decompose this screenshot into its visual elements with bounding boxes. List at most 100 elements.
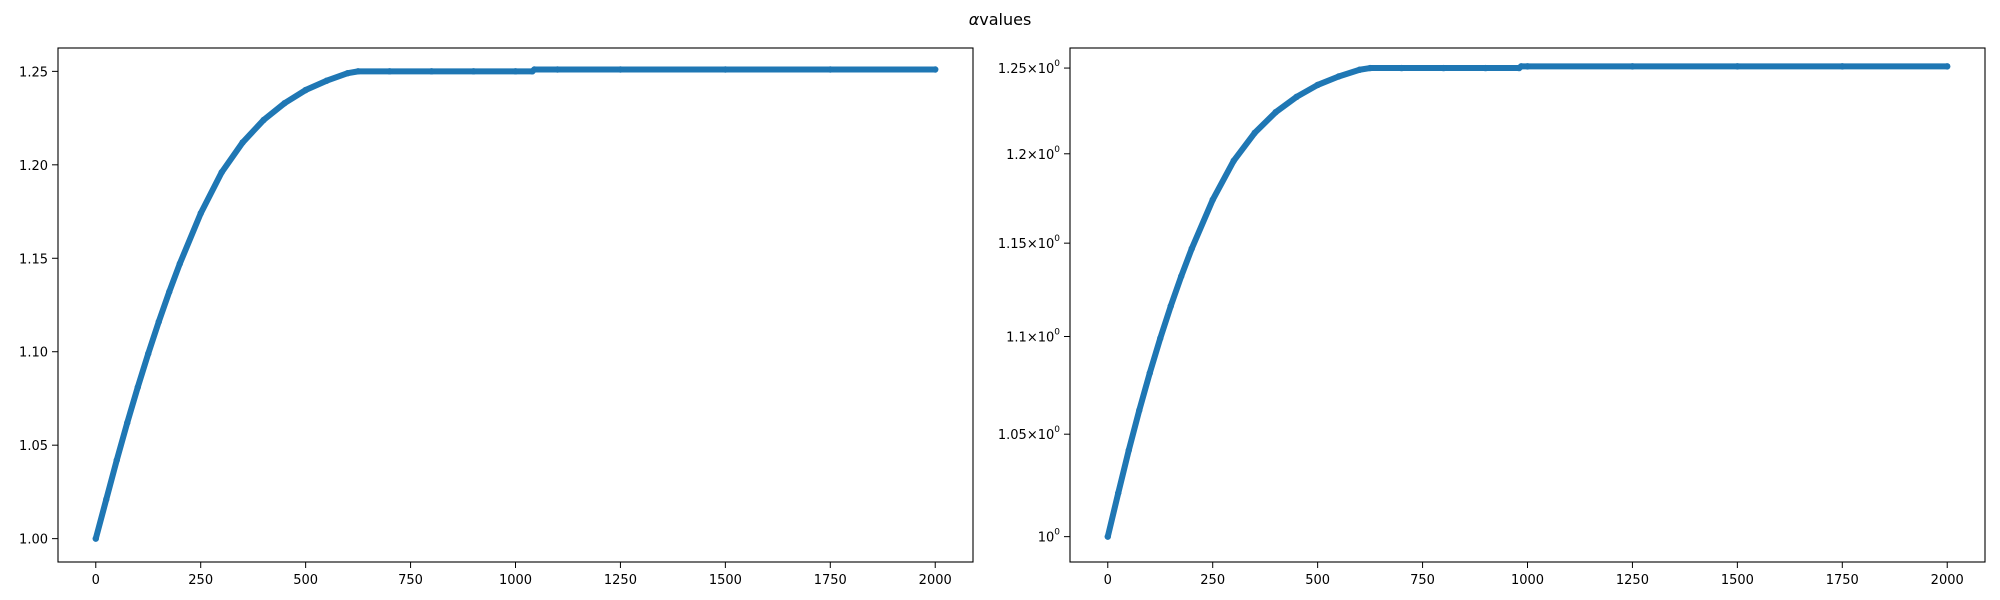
left-data-point <box>344 70 351 77</box>
right-data-point <box>1125 447 1132 454</box>
left-plot-frame <box>57 47 974 563</box>
right-y-axis-ticks: 100 1.05×100 1.1×100 1.15×100 1.2×100 1.25×10… <box>998 59 1070 546</box>
right-data-point <box>1188 245 1195 252</box>
left-data-point <box>145 350 152 357</box>
left-data-point <box>722 66 729 73</box>
right-data-point <box>1230 157 1237 164</box>
left-chart-panel: 0 250 500 750 1000 1250 1500 1750 2000 1.001.051… <box>19 47 974 588</box>
left-data-point <box>176 260 183 268</box>
right-y-tick-label: 1.05×100 <box>998 425 1060 443</box>
left-y-tick-label: 1.10 <box>19 346 48 361</box>
left-x-axis-ticks: 0 250 500 750 1000 1250 1500 1750 2000 <box>92 562 952 588</box>
left-data-point <box>302 86 309 94</box>
right-data-point <box>1115 489 1122 497</box>
left-data-point <box>134 384 141 391</box>
right-data-point <box>1356 66 1363 73</box>
right-data-point <box>1335 73 1342 80</box>
right-data-point <box>1146 369 1153 377</box>
right-data-point <box>1518 63 1525 70</box>
left-data-point <box>113 456 120 464</box>
right-x-tick-label: 2000 <box>1931 573 1964 588</box>
right-data-point <box>1839 63 1846 70</box>
right-x-tick-label: 250 <box>1200 573 1225 588</box>
left-data-point <box>932 66 939 73</box>
left-x-tick-label: 250 <box>188 573 213 588</box>
right-data-point <box>1167 302 1174 310</box>
left-data-point <box>470 68 477 75</box>
left-data-point <box>197 210 204 217</box>
right-y-tick-label: 1.1×100 <box>1006 328 1060 346</box>
left-data-point <box>155 318 162 326</box>
figure-title-symbol: α <box>969 10 980 29</box>
figure-title: αvalues <box>969 10 1032 29</box>
left-data-point <box>531 66 538 73</box>
left-data-point <box>281 99 288 107</box>
left-data-point <box>124 419 131 426</box>
right-series-line-0 <box>1104 63 1951 540</box>
right-data-point <box>1209 196 1216 203</box>
left-x-tick-label: 500 <box>293 573 318 588</box>
left-y-tick-label: 1.05 <box>19 439 48 454</box>
right-x-tick-label: 1750 <box>1826 573 1859 588</box>
left-data-point <box>512 68 519 75</box>
left-x-tick-label: 750 <box>398 573 423 588</box>
left-data-point <box>323 77 330 84</box>
right-data-point <box>1366 64 1374 72</box>
right-data-point <box>1314 81 1321 89</box>
right-y-tick-label: 1.15×100 <box>998 234 1060 252</box>
left-data-point <box>239 139 246 146</box>
right-x-tick-label: 1000 <box>1511 573 1544 588</box>
right-x-tick-label: 750 <box>1410 573 1435 588</box>
right-data-point <box>1251 129 1258 137</box>
left-x-tick-label: 1750 <box>814 573 847 588</box>
left-data-point <box>92 535 99 542</box>
right-data-point <box>1482 64 1489 72</box>
right-data-point <box>1734 63 1741 70</box>
left-y-tick-label: 1.25 <box>19 65 48 80</box>
left-x-tick-label: 2000 <box>919 573 952 588</box>
left-data-point <box>354 68 362 75</box>
right-data-point <box>1524 63 1531 70</box>
left-data-point <box>166 288 173 296</box>
left-x-tick-label: 1500 <box>709 573 742 588</box>
left-data-point <box>554 66 561 73</box>
right-x-tick-label: 1500 <box>1721 573 1754 588</box>
right-data-point <box>1157 335 1164 342</box>
left-data-point <box>103 496 110 503</box>
right-x-tick-label: 0 <box>1104 573 1112 588</box>
right-data-point <box>1104 533 1111 540</box>
left-data-point <box>260 116 267 124</box>
right-x-tick-label: 1250 <box>1616 573 1649 588</box>
right-data-point <box>1944 63 1951 70</box>
right-chart-panel: 0 250 500 750 1000 1250 1500 1750 2000 100 1.05×1… <box>998 47 1986 588</box>
left-y-tick-label: 1.15 <box>19 252 48 267</box>
left-y-tick-label: 1.20 <box>19 159 48 174</box>
right-plot-frame <box>1069 47 1986 563</box>
right-y-tick-label: 1.25×100 <box>998 59 1060 77</box>
left-x-tick-label: 1000 <box>499 573 532 588</box>
right-data-point <box>1440 64 1447 72</box>
left-series-line-0 <box>92 66 939 542</box>
left-data-point <box>617 66 624 73</box>
left-x-tick-label: 0 <box>92 573 100 588</box>
left-data-point <box>386 68 393 75</box>
right-data-point <box>1178 273 1185 280</box>
right-data-point <box>1272 109 1279 116</box>
right-data-point <box>1136 407 1143 414</box>
left-y-tick-label: 1.00 <box>19 533 48 548</box>
right-plot-series <box>1104 63 1951 540</box>
right-y-tick-label: 1.2×100 <box>1006 145 1060 163</box>
right-x-axis-ticks: 0 250 500 750 1000 1250 1500 1750 2000 <box>1104 562 1964 588</box>
left-plot-series <box>92 66 939 542</box>
figure-title-word: values <box>979 10 1031 29</box>
right-x-tick-label: 500 <box>1305 573 1330 588</box>
right-data-point <box>1629 63 1636 70</box>
left-data-point <box>827 66 834 73</box>
left-data-point <box>218 169 225 176</box>
right-y-tick-label: 100 <box>1038 528 1061 546</box>
right-data-point <box>1293 93 1300 101</box>
left-data-point <box>428 68 435 75</box>
left-y-axis-ticks: 1.00 1.05 1.10 1.15 1.20 1.25 <box>19 65 58 548</box>
left-x-tick-label: 1250 <box>604 573 637 588</box>
